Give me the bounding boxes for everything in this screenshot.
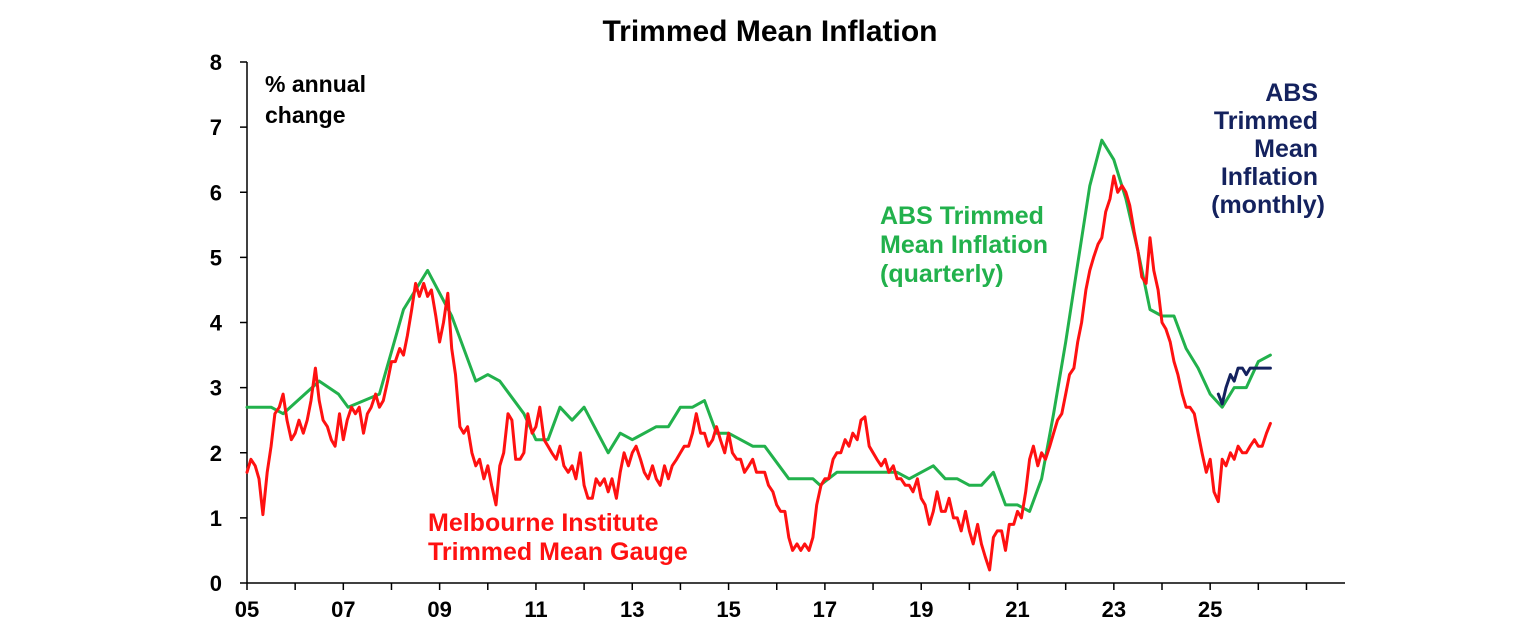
abs-quarterly-label-line-2: Mean Inflation — [880, 231, 1048, 259]
y-tick-label: 8 — [210, 50, 222, 75]
chart-title: Trimmed Mean Inflation — [602, 15, 937, 48]
abs-quarterly-label-line-3: (quarterly) — [880, 260, 1004, 288]
x-tick-label: 05 — [235, 597, 259, 622]
y-tick-label: 3 — [210, 376, 222, 401]
y-tick-label: 1 — [210, 506, 222, 531]
abs-quarterly-label-line-1: ABS Trimmed — [880, 202, 1044, 230]
abs-monthly-label-line-1: ABS — [1265, 79, 1318, 107]
abs-monthly-label-line-3: Mean — [1254, 135, 1318, 163]
x-tick-label: 07 — [331, 597, 355, 622]
abs-monthly-line — [1216, 366, 1272, 406]
melbourne-institute-label: Melbourne Institute Trimmed Mean Gauge — [428, 509, 688, 566]
abs-monthly-label-line-4: Inflation — [1221, 163, 1318, 191]
melbourne-institute-label-line-1: Melbourne Institute — [428, 509, 659, 537]
x-tick-label: 15 — [716, 597, 740, 622]
axes — [246, 62, 1345, 584]
y-ticks: 0 1 2 3 4 5 6 7 8 — [210, 50, 247, 596]
melbourne-institute-label-line-2: Trimmed Mean Gauge — [428, 538, 688, 566]
x-tick-label: 11 — [524, 597, 547, 622]
abs-monthly-label: ABS Trimmed Mean Inflation (monthly) — [1211, 79, 1325, 219]
x-tick-label: 19 — [909, 597, 933, 622]
y-tick-label: 6 — [210, 180, 222, 205]
series-lines — [245, 138, 1272, 572]
y-tick-label: 7 — [210, 115, 222, 140]
x-tick-label: 25 — [1198, 597, 1222, 622]
x-tick-label: 17 — [813, 597, 837, 622]
x-ticks: 05 07 09 11 13 15 17 19 21 23 25 — [235, 583, 1308, 622]
x-tick-label: 13 — [620, 597, 644, 622]
x-tick-label: 21 — [1005, 597, 1029, 622]
y-tick-label: 0 — [210, 571, 222, 596]
y-tick-label: 2 — [210, 441, 222, 466]
melbourne-institute-line — [245, 174, 1272, 572]
abs-monthly-label-line-5: (monthly) — [1211, 191, 1325, 219]
y-tick-label: 5 — [210, 245, 222, 270]
y-axis-label-line-2: change — [265, 102, 346, 128]
y-axis-label-line-1: % annual — [265, 71, 366, 97]
y-axis-label: % annual change — [265, 71, 372, 128]
y-tick-label: 4 — [210, 311, 223, 336]
x-tick-label: 23 — [1102, 597, 1126, 622]
x-tick-label: 09 — [427, 597, 451, 622]
abs-monthly-label-line-2: Trimmed — [1214, 107, 1318, 135]
abs-quarterly-label: ABS Trimmed Mean Inflation (quarterly) — [880, 202, 1055, 288]
abs-quarterly-line — [245, 138, 1272, 513]
